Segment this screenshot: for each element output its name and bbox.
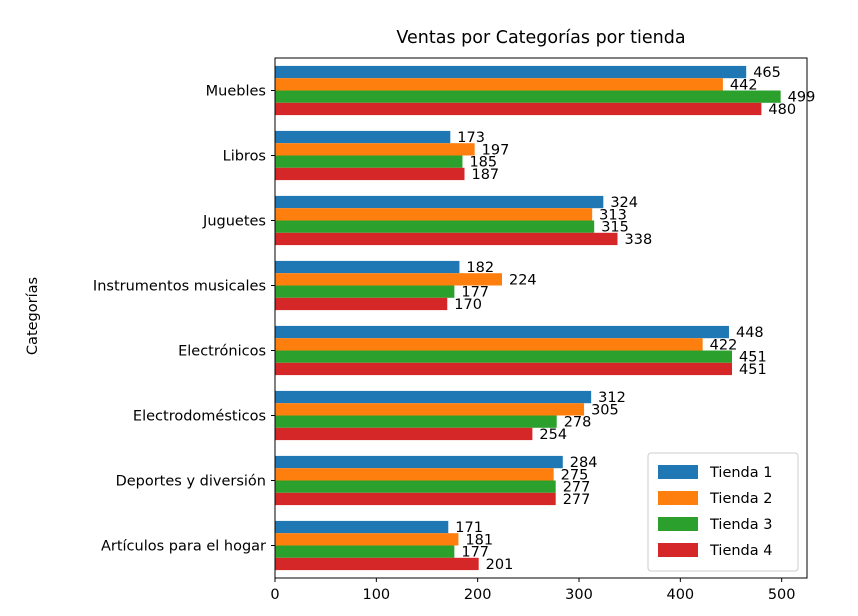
- value-label: 182: [466, 260, 494, 276]
- value-label: 278: [564, 415, 592, 431]
- value-label: 170: [454, 297, 482, 313]
- value-label: 442: [730, 77, 758, 93]
- bar-tienda-1-4: [275, 260, 460, 274]
- bar-tienda-4-6: [275, 167, 465, 181]
- bar-tienda-2-1: [275, 468, 554, 481]
- value-label: 275: [561, 467, 589, 483]
- bar-tienda-4-0: [275, 557, 479, 571]
- bar-tienda-4-2: [275, 427, 533, 441]
- bar-tienda-2-7: [275, 78, 723, 91]
- bar-tienda-3-1: [275, 480, 556, 493]
- value-label: 324: [610, 195, 638, 211]
- value-label: 312: [598, 390, 626, 406]
- value-label: 181: [465, 532, 493, 548]
- x-tick-label: 500: [768, 587, 796, 603]
- x-tick-label: 200: [464, 587, 492, 603]
- bar-tienda-1-2: [275, 390, 592, 404]
- bar-tienda-2-0: [275, 533, 459, 546]
- value-label: 177: [461, 285, 489, 301]
- legend-box: [647, 452, 799, 572]
- value-label: 448: [736, 325, 764, 341]
- bar-tienda-2-5: [275, 208, 593, 221]
- category-label: Electrodomésticos: [133, 409, 266, 425]
- value-label: 277: [563, 492, 591, 508]
- value-label: 338: [625, 232, 653, 248]
- legend-swatch: [658, 517, 698, 531]
- value-label: 451: [739, 350, 767, 366]
- x-tick-label: 0: [270, 587, 279, 603]
- value-label: 315: [601, 220, 629, 236]
- bar-tienda-3-0: [275, 545, 455, 558]
- value-label: 197: [482, 142, 510, 158]
- bar-tienda-3-5: [275, 220, 595, 233]
- bar-tienda-2-3: [275, 338, 703, 351]
- bar-tienda-3-7: [275, 90, 781, 103]
- legend-label: Tienda 1: [709, 465, 772, 481]
- value-label: 254: [539, 427, 567, 443]
- category-label: Juguetes: [202, 214, 266, 230]
- y-axis-title: Categorías: [25, 277, 41, 355]
- value-label: 480: [768, 102, 796, 118]
- plot-frame: [274, 57, 808, 579]
- bar-tienda-1-1: [275, 455, 563, 469]
- bar-tienda-4-7: [275, 102, 762, 116]
- bar-tienda-4-3: [275, 362, 733, 376]
- bar-tienda-3-3: [275, 350, 733, 363]
- category-label: Deportes y diversión: [116, 474, 266, 490]
- bar-tienda-3-2: [275, 415, 557, 428]
- chart-title: Ventas por Categorías por tienda: [396, 28, 685, 48]
- bar-tienda-2-2: [275, 403, 585, 416]
- category-label: Instrumentos musicales: [93, 279, 266, 295]
- bar-tienda-1-3: [275, 325, 729, 339]
- value-label: 284: [570, 455, 598, 471]
- bar-tienda-1-5: [275, 195, 604, 209]
- bar-tienda-4-5: [275, 232, 618, 246]
- value-label: 451: [739, 362, 767, 378]
- legend-label: Tienda 2: [709, 491, 772, 507]
- bar-tienda-3-4: [275, 285, 455, 298]
- x-tick-label: 300: [565, 587, 593, 603]
- bar-tienda-1-6: [275, 130, 451, 144]
- category-label: Artículos para el hogar: [101, 539, 266, 555]
- value-label: 305: [591, 402, 619, 418]
- value-label: 422: [710, 337, 738, 353]
- value-label: 201: [486, 557, 514, 573]
- legend-swatch: [658, 491, 698, 505]
- value-label: 313: [599, 207, 627, 223]
- value-label: 187: [471, 167, 499, 183]
- legend-swatch: [658, 465, 698, 479]
- value-label: 173: [457, 130, 485, 146]
- category-label: Muebles: [206, 84, 266, 100]
- legend-label: Tienda 3: [709, 517, 772, 533]
- legend-label: Tienda 4: [709, 543, 772, 559]
- value-label: 185: [469, 155, 497, 171]
- bar-tienda-2-6: [275, 143, 475, 156]
- bar-tienda-4-4: [275, 297, 448, 311]
- x-tick-label: 400: [666, 587, 694, 603]
- x-tick-label: 100: [362, 587, 390, 603]
- legend: Tienda 1 Tienda 2 Tienda 3 Tienda 4: [647, 452, 799, 572]
- value-label: 171: [455, 520, 483, 536]
- value-label: 499: [788, 90, 816, 106]
- bar-tienda-1-0: [275, 520, 449, 534]
- bar-tienda-3-6: [275, 155, 463, 168]
- value-label: 277: [563, 480, 591, 496]
- category-label: Electrónicos: [178, 344, 266, 360]
- legend-swatch: [658, 543, 698, 557]
- value-label: 177: [461, 545, 489, 561]
- bar-tienda-4-1: [275, 492, 556, 506]
- bar-tienda-2-4: [275, 273, 502, 286]
- value-label: 465: [753, 65, 781, 81]
- category-label: Libros: [223, 149, 266, 165]
- value-label: 224: [509, 272, 537, 288]
- bar-tienda-1-7: [275, 65, 747, 79]
